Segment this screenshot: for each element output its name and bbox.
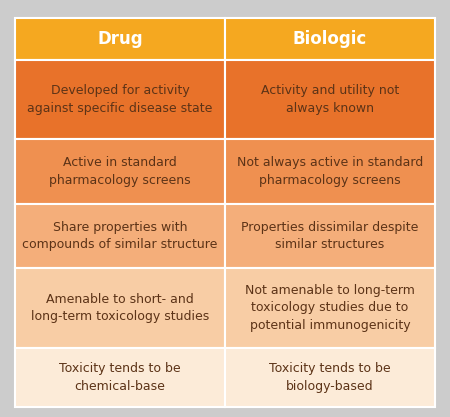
Bar [15,268,225,347]
Bar [225,268,435,347]
Bar [225,60,435,139]
Text: Drug: Drug [97,30,143,48]
Bar [15,18,225,60]
Text: Properties dissimilar despite
similar structures: Properties dissimilar despite similar st… [241,221,418,251]
Bar [15,60,225,139]
Text: Developed for activity
against specific disease state: Developed for activity against specific … [27,84,213,115]
Bar [15,204,225,268]
Text: Not amenable to long-term
toxicology studies due to
potential immunogenicity: Not amenable to long-term toxicology stu… [245,284,415,332]
Text: Biologic: Biologic [293,30,367,48]
Text: Toxicity tends to be
chemical-base: Toxicity tends to be chemical-base [59,362,181,392]
Text: Toxicity tends to be
biology-based: Toxicity tends to be biology-based [269,362,391,392]
Text: Activity and utility not
always known: Activity and utility not always known [261,84,399,115]
Text: Not always active in standard
pharmacology screens: Not always active in standard pharmacolo… [237,156,423,187]
Bar [225,204,435,268]
Bar [15,139,225,204]
Text: Amenable to short- and
long-term toxicology studies: Amenable to short- and long-term toxicol… [31,293,209,323]
Text: Share properties with
compounds of similar structure: Share properties with compounds of simil… [22,221,218,251]
Bar [225,18,435,60]
Bar [225,139,435,204]
Bar [15,347,225,407]
Text: Active in standard
pharmacology screens: Active in standard pharmacology screens [49,156,191,187]
Bar [225,347,435,407]
